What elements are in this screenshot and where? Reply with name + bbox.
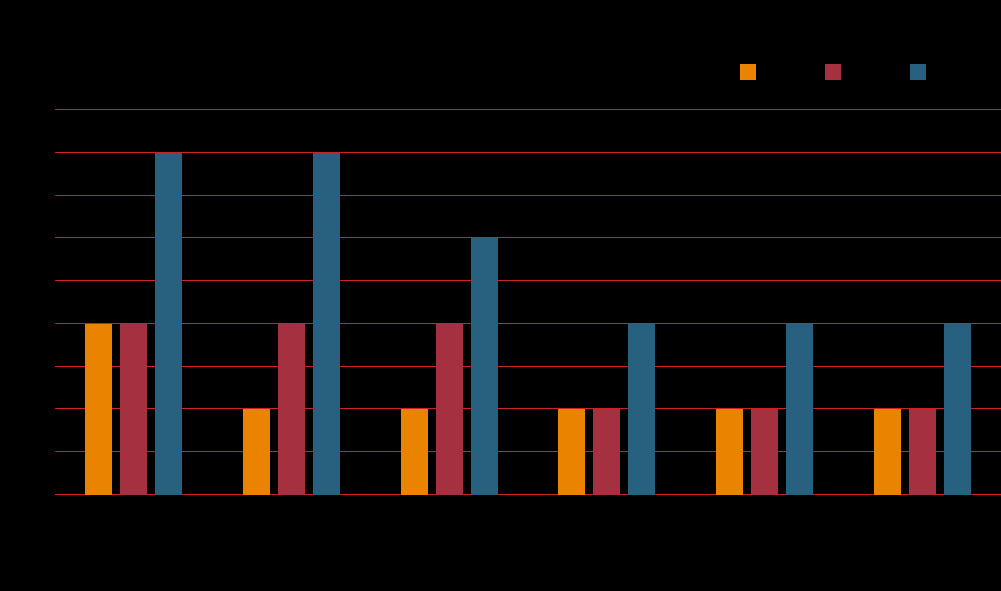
legend-entry bbox=[910, 64, 995, 80]
bar-group bbox=[370, 110, 528, 495]
bar-series-3 bbox=[943, 323, 971, 495]
bar-groups bbox=[55, 110, 1001, 495]
bar-series-1 bbox=[558, 409, 586, 495]
legend bbox=[740, 64, 995, 80]
bar-series-3 bbox=[313, 152, 340, 495]
gridline bbox=[55, 194, 1001, 196]
bar-group bbox=[213, 110, 371, 495]
gridline bbox=[55, 280, 1001, 282]
bar-series-2 bbox=[435, 323, 463, 495]
bar-series-3 bbox=[628, 323, 656, 495]
legend-swatch bbox=[910, 64, 926, 80]
bar-series-1 bbox=[716, 409, 744, 495]
legend-swatch bbox=[825, 64, 841, 80]
legend-entry bbox=[825, 64, 910, 80]
bar-group bbox=[686, 110, 844, 495]
gridline bbox=[55, 151, 1001, 153]
bar-series-2 bbox=[120, 323, 148, 495]
legend-entry bbox=[740, 64, 825, 80]
gridlines bbox=[55, 109, 1001, 495]
bar-series-2 bbox=[751, 409, 779, 495]
bar-series-2 bbox=[278, 323, 305, 495]
bar-series-3 bbox=[786, 323, 814, 495]
bar-series-1 bbox=[400, 409, 428, 495]
gridline bbox=[55, 109, 1001, 110]
bar-group bbox=[55, 110, 213, 495]
bar-series-2 bbox=[593, 409, 621, 495]
gridline bbox=[55, 451, 1001, 453]
plot-area bbox=[55, 109, 1001, 495]
legend-swatch bbox=[740, 64, 756, 80]
bar-series-1 bbox=[243, 409, 270, 495]
bar-series-1 bbox=[873, 409, 901, 495]
bar-series-2 bbox=[908, 409, 936, 495]
bar-series-3 bbox=[470, 238, 498, 495]
gridline bbox=[55, 408, 1001, 410]
bar-group bbox=[843, 110, 1001, 495]
bar-series-1 bbox=[85, 323, 113, 495]
gridline bbox=[55, 365, 1001, 367]
x-axis-line bbox=[55, 494, 1001, 495]
bar-group bbox=[528, 110, 686, 495]
gridline bbox=[55, 322, 1001, 324]
bar-series-3 bbox=[155, 152, 183, 495]
gridline bbox=[55, 237, 1001, 239]
